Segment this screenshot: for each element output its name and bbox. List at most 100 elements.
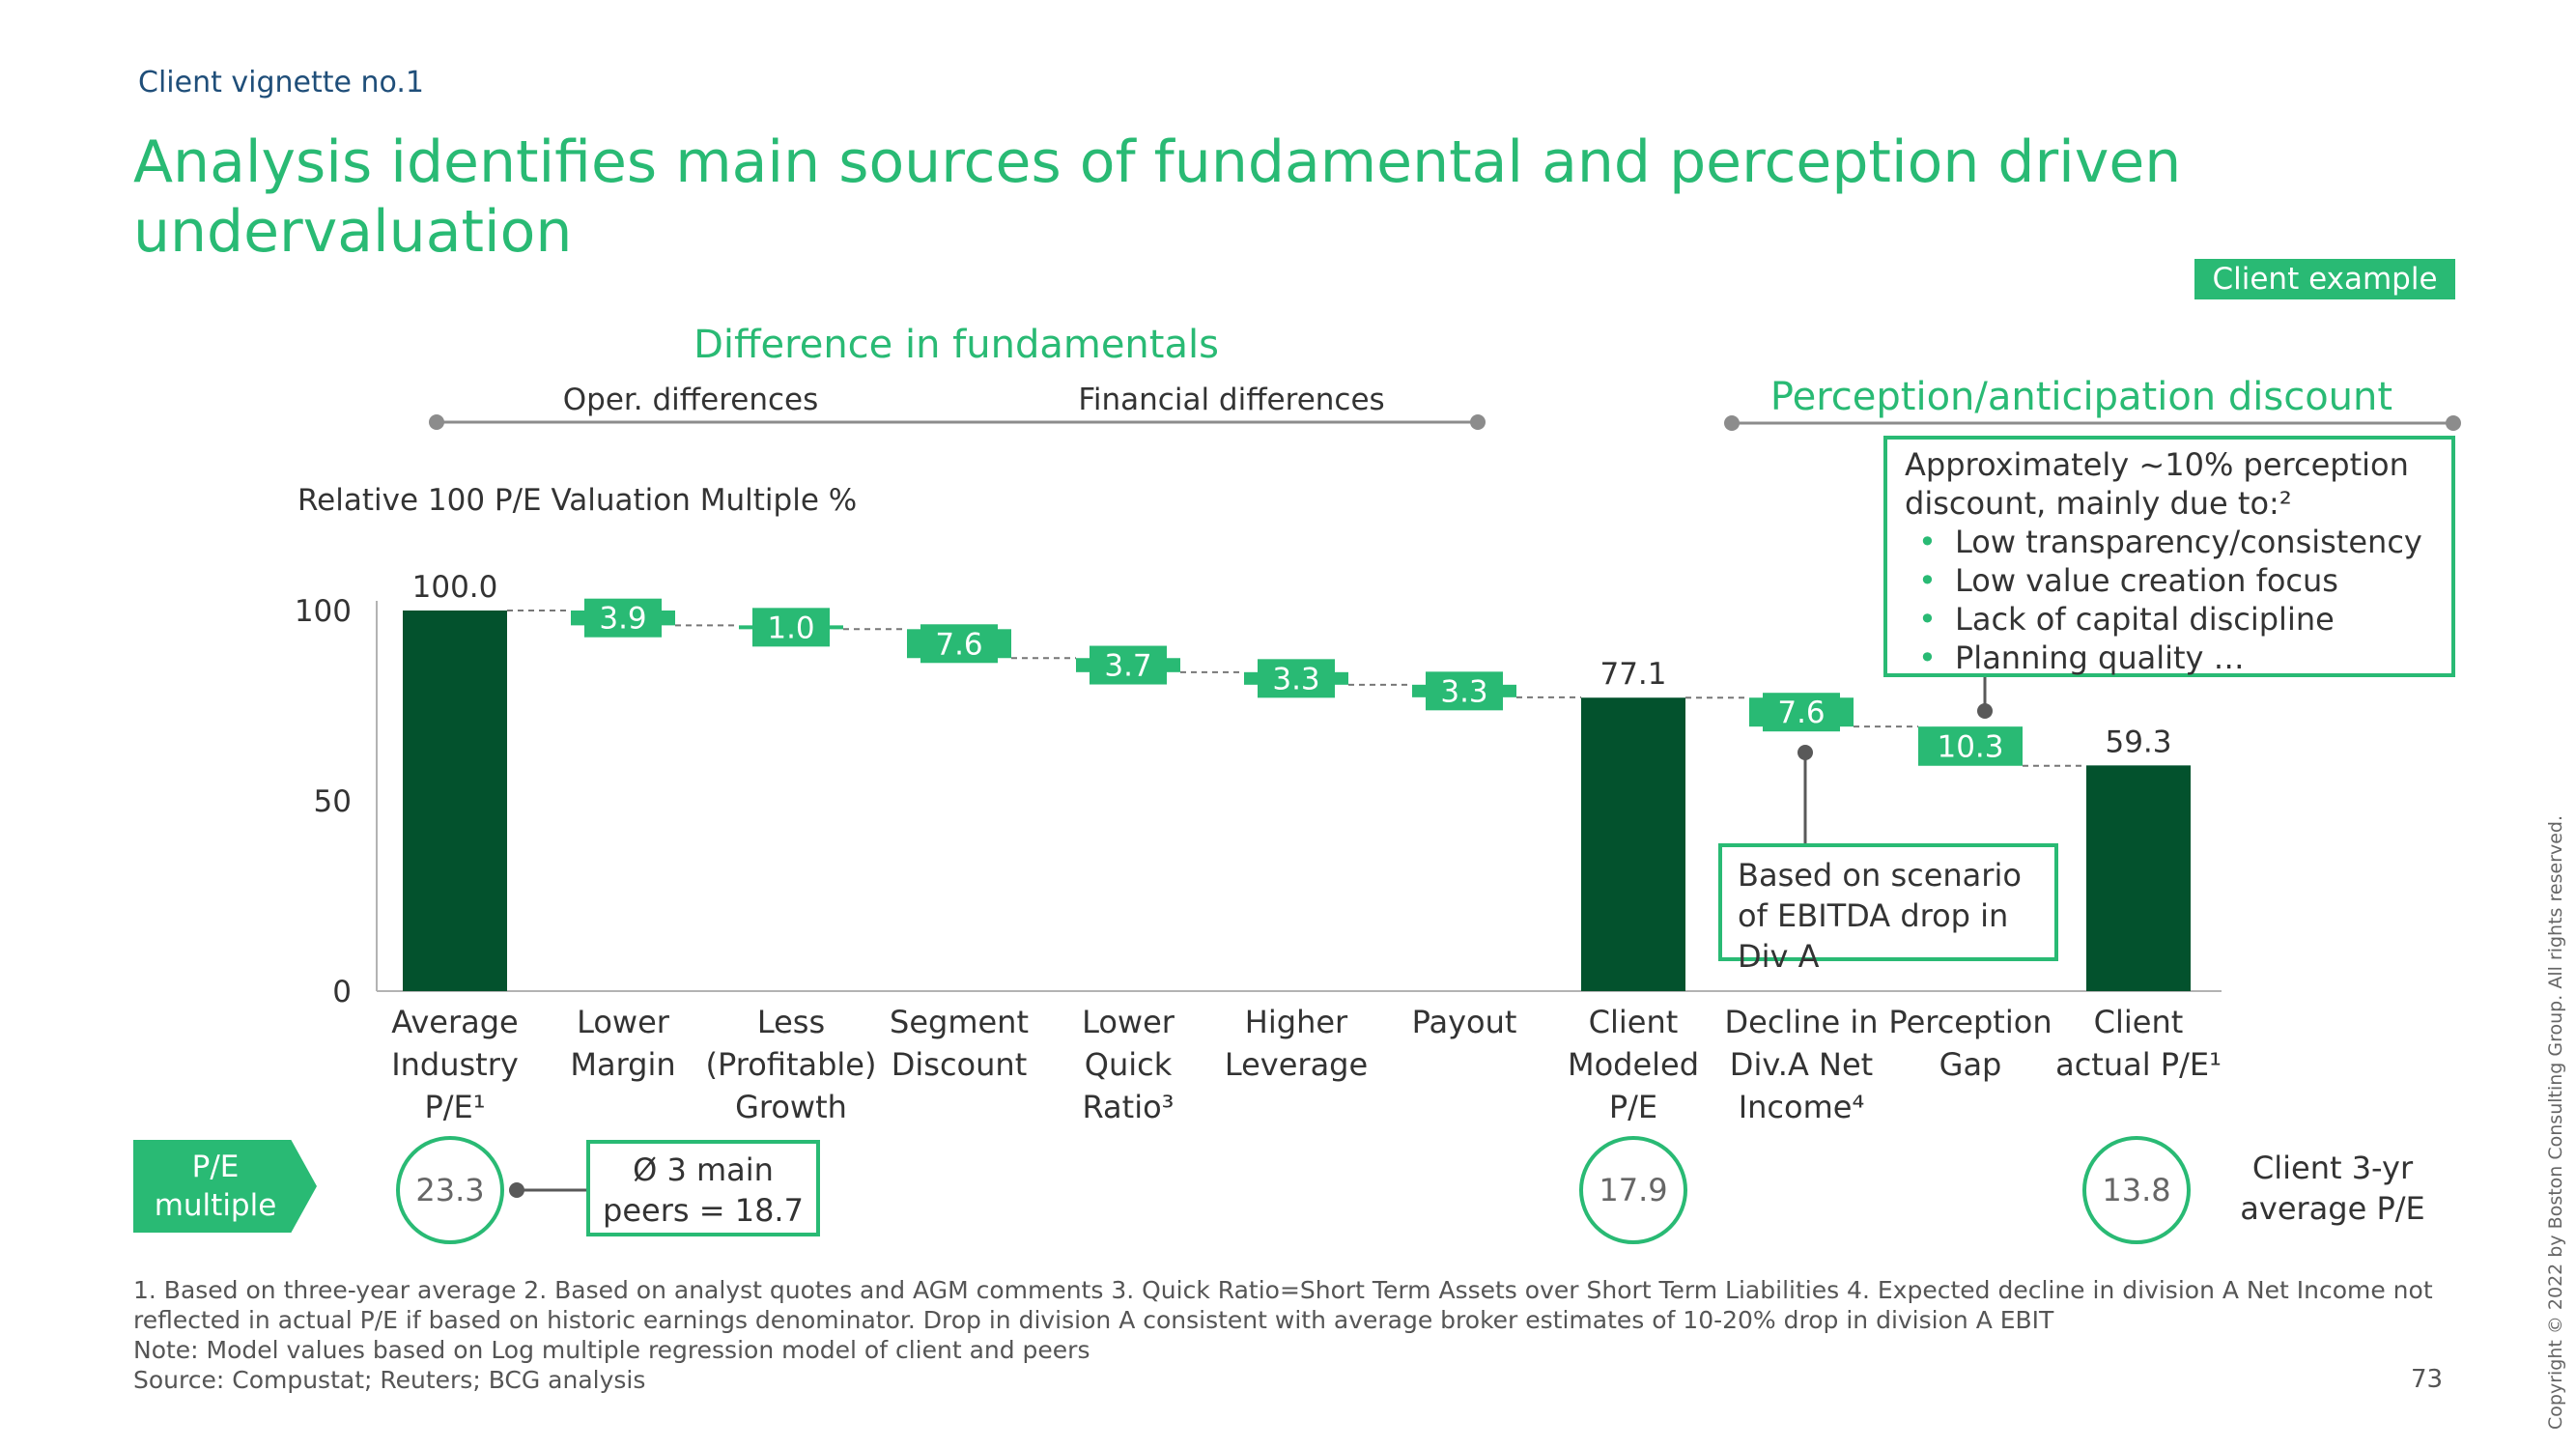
bracket-end xyxy=(1470,414,1486,430)
bar-value-label: 3.3 xyxy=(1272,662,1319,696)
category-label-line: P/E xyxy=(1608,1089,1658,1125)
callout-connectors xyxy=(509,677,1993,1198)
source-line: Source: Compustat; Reuters; BCG analysis xyxy=(133,1366,646,1394)
bar-value-label: 7.6 xyxy=(1777,696,1825,730)
delta-label-bg xyxy=(752,608,830,647)
category-label-line: Less xyxy=(756,1004,826,1040)
bar-value-label: 1.0 xyxy=(767,611,814,645)
category-label-line: Discount xyxy=(891,1046,1028,1083)
delta-label-bg xyxy=(1932,726,2009,766)
x-category-label: Perception Gap xyxy=(1874,1001,2067,1086)
y-tick-label: 0 xyxy=(332,975,352,1009)
oper-differences-label: Oper. differences xyxy=(562,383,819,417)
x-category-label: Higher Leverage xyxy=(1200,1001,1393,1086)
pointer-dot xyxy=(509,1182,524,1198)
pointer-dot xyxy=(1798,745,1813,760)
category-label-line: Payout xyxy=(1411,1004,1517,1040)
list-item: Low transparency/consistency xyxy=(1918,523,2434,561)
pointer-dot xyxy=(1977,703,1993,719)
note-line: Note: Model values based on Log multiple… xyxy=(133,1336,1090,1364)
scenario-callout-box: Based on scenario of EBITDA drop in Div … xyxy=(1718,843,2058,975)
category-label-line: Higher xyxy=(1244,1004,1348,1040)
delta-label-bg xyxy=(1258,659,1335,698)
y-tick-label: 50 xyxy=(314,784,352,819)
client-modeled-pe-circle: 17.9 xyxy=(1579,1136,1687,1244)
peers-pe-box: Ø 3 main peers = 18.7 xyxy=(586,1140,820,1236)
x-category-label: Lower Quick Ratio³ xyxy=(1032,1001,1225,1128)
x-category-label: Decline in Div.A Net Income⁴ xyxy=(1705,1001,1898,1128)
list-item: Low value creation focus xyxy=(1918,561,2434,600)
category-label-line: (Profitable) xyxy=(705,1046,877,1083)
bar-value-label: 7.6 xyxy=(935,627,982,662)
bar-value-label: 100.0 xyxy=(412,570,498,605)
delta-label-bg xyxy=(1090,645,1167,685)
y-tick-label: 100 xyxy=(295,594,352,629)
category-label-line: Lower xyxy=(1082,1004,1175,1040)
section-brackets xyxy=(429,414,2461,431)
client-actual-pe-circle: 13.8 xyxy=(2082,1136,2191,1244)
x-category-label: Segment Discount xyxy=(863,1001,1056,1086)
x-category-label: Lower Margin xyxy=(526,1001,720,1086)
bars: 100.0 3.9 1.0 7.6 3.7 3.3 3.3 77.1 7.6 10.3 59.3 xyxy=(403,570,2191,991)
delta-label-bg xyxy=(1426,671,1503,711)
bar-value-label: 3.3 xyxy=(1440,674,1487,709)
category-label-line: Growth xyxy=(735,1089,847,1125)
category-label-line: Segment xyxy=(890,1004,1029,1040)
category-label-line: Quick xyxy=(1084,1046,1173,1083)
x-category-label: Client Modeled P/E xyxy=(1537,1001,1730,1128)
delta-label-bg xyxy=(1763,693,1840,732)
bar-value-label: 3.9 xyxy=(599,602,646,637)
total-bar xyxy=(2086,765,2191,991)
total-bar xyxy=(403,611,507,991)
footnote-line-1: 1. Based on three-year average 2. Based … xyxy=(133,1276,2433,1304)
x-category-label: Payout xyxy=(1368,1001,1561,1043)
category-label-line: Client xyxy=(2093,1004,2184,1040)
category-label-line: Div.A Net xyxy=(1729,1046,1874,1083)
pe-multiple-tag: P/E multiple xyxy=(133,1140,317,1233)
avg-industry-pe-circle: 23.3 xyxy=(396,1136,504,1244)
category-label-line: Modeled xyxy=(1567,1046,1700,1083)
vignette-label: Client vignette no.1 xyxy=(138,66,424,99)
category-label-line: Industry xyxy=(391,1046,519,1083)
category-label-line: Decline in xyxy=(1724,1004,1879,1040)
x-category-label: Client actual P/E¹ xyxy=(2042,1001,2235,1086)
category-label-line: P/E¹ xyxy=(424,1089,486,1125)
category-label-line: Lower xyxy=(577,1004,669,1040)
axes: 0 50 100 xyxy=(295,594,2222,1009)
category-label-line: actual P/E¹ xyxy=(2055,1046,2222,1083)
fundamentals-heading: Difference in fundamentals xyxy=(694,323,1219,367)
bar-value-label: 10.3 xyxy=(1937,729,2003,764)
copyright-notice: Copyright © 2022 by Boston Consulting Gr… xyxy=(2545,814,2566,1430)
list-item: Planning quality … xyxy=(1918,639,2434,677)
bar-value-label: 77.1 xyxy=(1599,657,1666,692)
category-label-line: Leverage xyxy=(1224,1046,1369,1083)
perception-list: Low transparency/consistency Low value c… xyxy=(1905,523,2434,677)
footnote-line-2: reflected in actual P/E if based on hist… xyxy=(133,1306,2054,1334)
category-label-line: Average xyxy=(391,1004,519,1040)
bar-value-label: 3.7 xyxy=(1104,649,1151,684)
perception-heading: Perception/anticipation discount xyxy=(1769,375,2393,419)
category-label-line: Client xyxy=(1588,1004,1679,1040)
category-label-line: Margin xyxy=(570,1046,676,1083)
bar-value-label: 59.3 xyxy=(2105,724,2171,759)
bracket-end xyxy=(2446,415,2461,431)
category-label-line: Ratio³ xyxy=(1082,1089,1175,1125)
delta-label-bg xyxy=(920,624,998,664)
x-category-label: Less (Profitable) Growth xyxy=(694,1001,888,1128)
total-bar xyxy=(1581,697,1685,991)
y-axis-label: Relative 100 P/E Valuation Multiple % xyxy=(297,483,858,518)
client-example-badge: Client example xyxy=(2194,259,2455,299)
perception-callout-box: Approximately ~10% perception discount, … xyxy=(1883,436,2455,677)
category-label-line: Perception xyxy=(1888,1004,2052,1040)
page-number: 73 xyxy=(2411,1365,2444,1394)
x-category-label: Average Industry P/E¹ xyxy=(358,1001,552,1128)
perception-intro: Approximately ~10% perception discount, … xyxy=(1905,446,2409,522)
bracket-end xyxy=(1724,415,1740,431)
page-title: Analysis identifies main sources of fund… xyxy=(133,128,2182,266)
delta-label-bg xyxy=(584,598,662,638)
category-label-line: Gap xyxy=(1939,1046,2002,1083)
category-label-line: Income⁴ xyxy=(1738,1089,1865,1125)
financial-differences-label: Financial differences xyxy=(1078,383,1385,417)
bracket-end xyxy=(429,414,444,430)
